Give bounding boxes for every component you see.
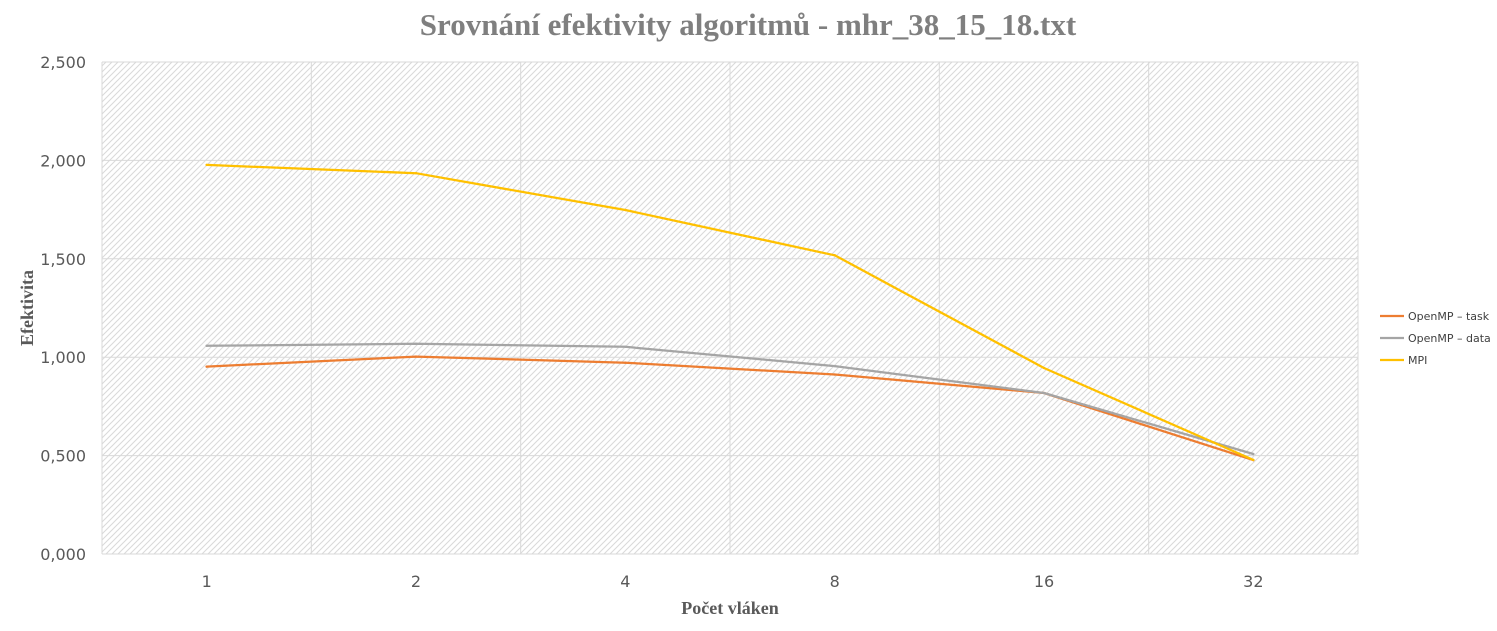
x-tick-label: 16 [1034, 572, 1054, 591]
legend-label: MPI [1408, 354, 1427, 367]
data-point [414, 342, 418, 346]
data-point [624, 361, 627, 364]
data-point [414, 171, 418, 175]
y-tick-label: 1,000 [40, 348, 86, 367]
data-point [1042, 391, 1046, 395]
y-tick-label: 2,000 [40, 151, 86, 170]
legend-label: OpenMP – data [1408, 332, 1491, 345]
x-tick-label: 8 [830, 572, 840, 591]
data-point [833, 254, 836, 257]
data-point [205, 163, 208, 167]
data-point [1042, 366, 1046, 370]
y-tick-label: 0,500 [40, 447, 86, 466]
y-axis-ticks: 0,000 0,500 1,000 1,500 2,000 2,500 [40, 53, 86, 564]
data-point [624, 345, 627, 348]
data-point [205, 365, 208, 368]
y-tick-label: 0,000 [40, 545, 86, 564]
data-point [624, 208, 627, 212]
x-tick-label: 32 [1243, 572, 1263, 591]
data-point [833, 364, 836, 368]
data-point [1252, 458, 1255, 462]
x-axis-ticks: 1 2 4 8 16 32 [202, 572, 1264, 591]
series-line-2 [205, 342, 1255, 456]
legend-label: OpenMP – task [1408, 310, 1490, 323]
data-point [1252, 452, 1255, 456]
series-line-3 [205, 163, 1255, 462]
data-point [833, 373, 836, 376]
x-tick-label: 2 [411, 572, 421, 591]
x-axis-title: Počet vláken [681, 598, 778, 618]
y-tick-label: 1,500 [40, 250, 86, 269]
x-tick-label: 1 [202, 572, 212, 591]
y-tick-label: 2,500 [40, 53, 86, 72]
y-axis-title: Efektivita [17, 270, 37, 346]
data-point [205, 344, 208, 347]
chart-title: Srovnání efektivity algoritmů - mhr_38_1… [420, 7, 1077, 42]
data-point [414, 355, 418, 358]
x-tick-label: 4 [620, 572, 630, 591]
series-lines [205, 163, 1255, 462]
legend: OpenMP – task OpenMP – data MPI [1380, 310, 1491, 367]
